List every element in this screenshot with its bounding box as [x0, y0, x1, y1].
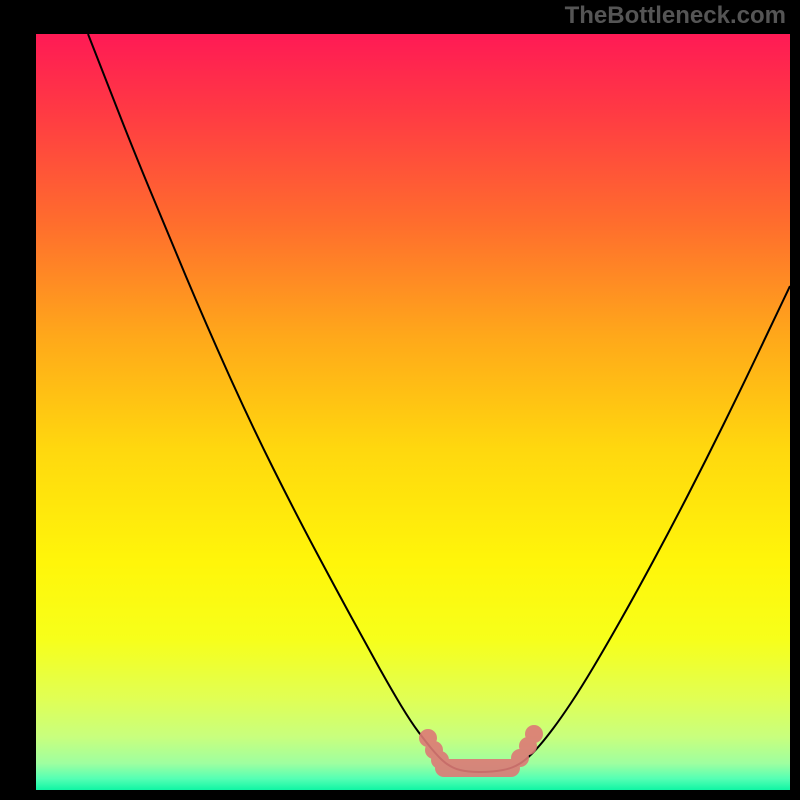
marker-dot	[525, 725, 543, 743]
chart-svg	[36, 34, 790, 790]
chart-frame: TheBottleneck.com	[0, 0, 800, 800]
plot-area	[36, 34, 790, 790]
gradient-background	[36, 34, 790, 790]
watermark-text: TheBottleneck.com	[565, 2, 786, 30]
